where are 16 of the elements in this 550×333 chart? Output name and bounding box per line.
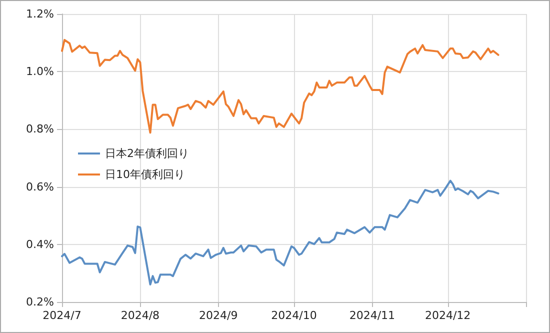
legend-label: 日本2年債利回り bbox=[105, 147, 189, 160]
y-tick-label: 1.0% bbox=[26, 65, 54, 78]
line-series bbox=[61, 38, 500, 134]
y-tick-label: 0.4% bbox=[26, 238, 54, 251]
y-tick-label: 0.6% bbox=[26, 180, 54, 194]
y-tick-label: 1.2% bbox=[26, 8, 54, 20]
legend-label: 日10年債利回り bbox=[105, 168, 185, 181]
x-tick-label: 2024/9 bbox=[198, 309, 238, 322]
x-tick-label: 2024/11 bbox=[349, 309, 396, 322]
y-tick-label: 0.8% bbox=[26, 122, 54, 136]
x-tick-label: 2024/10 bbox=[271, 309, 317, 322]
x-tick-label: 2024/8 bbox=[120, 309, 160, 322]
y-tick-label: 0.2% bbox=[26, 296, 54, 308]
line-series bbox=[61, 180, 500, 286]
x-tick-label: 2024/12 bbox=[424, 309, 471, 322]
x-tick-label: 2024/7 bbox=[42, 309, 82, 322]
